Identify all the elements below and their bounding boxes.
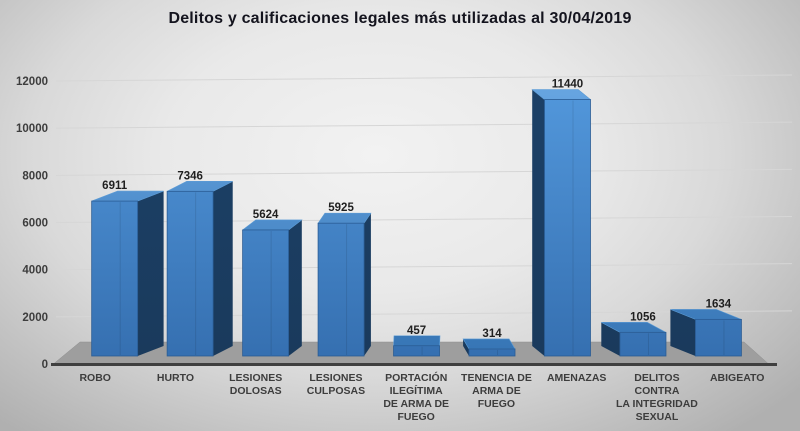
x-axis-category-label-amenazas: AMENAZAS bbox=[547, 372, 607, 384]
x-axis-category-label-portacion-ilegitima-de-arma-de-fuego: PORTACIÓN ILEGÍTIMA DE ARMA DE FUEGO bbox=[383, 371, 449, 423]
gridline-4000 bbox=[55, 263, 793, 271]
gridline-6000 bbox=[55, 216, 793, 223]
y-axis-tick-label-6000: 6000 bbox=[22, 218, 48, 230]
y-axis-tick-label-10000: 10000 bbox=[16, 123, 48, 135]
bar-lesiones-dolosas: 5624 bbox=[241, 209, 303, 357]
bar-abigeato: 1634 bbox=[670, 298, 742, 357]
bar-front-face bbox=[91, 200, 139, 357]
y-axis-tick-label-2000: 2000 bbox=[22, 312, 48, 324]
bar-front-face bbox=[393, 345, 440, 357]
bar-front-face bbox=[619, 331, 667, 357]
gridline-8000 bbox=[55, 168, 793, 176]
gridline-10000 bbox=[55, 121, 793, 129]
bar-amenazas: 11440 bbox=[531, 79, 592, 357]
bar-value-label: 1634 bbox=[706, 298, 732, 310]
bar-lesiones-culposas: 5925 bbox=[317, 202, 372, 357]
bar-side-face bbox=[364, 213, 371, 356]
bar-portacion-ilegitima-de-arma-de-fuego: 457 bbox=[393, 325, 441, 357]
y-axis-tick-label-4000: 4000 bbox=[22, 265, 48, 277]
bar-value-label: 11440 bbox=[552, 79, 583, 91]
bar-side-face bbox=[213, 181, 233, 356]
bar-front-face bbox=[317, 222, 365, 357]
bar-hurto: 7346 bbox=[166, 170, 233, 357]
bar-side-face bbox=[288, 219, 302, 356]
bar-value-label: 1056 bbox=[630, 311, 656, 323]
bar-value-label: 314 bbox=[482, 328, 502, 340]
x-axis-category-label-abigeato: ABIGEATO bbox=[710, 372, 764, 384]
bar-side-face bbox=[463, 338, 470, 356]
y-axis-tick-label-12000: 12000 bbox=[16, 76, 48, 88]
bar-front-face bbox=[695, 318, 742, 357]
bar-side-face bbox=[532, 89, 545, 356]
x-axis-category-label-robo: ROBO bbox=[79, 372, 111, 384]
bar-side-face bbox=[670, 309, 696, 356]
bar-value-label: 7346 bbox=[177, 170, 203, 182]
bar-side-face bbox=[137, 191, 164, 356]
bar-value-label: 5925 bbox=[328, 202, 354, 214]
x-axis-category-label-lesiones-culposas: LESIONES CULPOSAS bbox=[307, 372, 365, 397]
bar-value-label: 5624 bbox=[253, 209, 279, 221]
x-axis-category-label-lesiones-dolosas: LESIONES DOLOSAS bbox=[229, 372, 282, 397]
bar-tenencia-de-arma-de-fuego: 314 bbox=[462, 328, 516, 357]
bar-front-face bbox=[242, 229, 290, 357]
x-axis-category-label-delitos-contra-la-integridad-sexual: DELITOS CONTRA LA INTEGRIDAD SEXUAL bbox=[616, 372, 698, 423]
bar-top-face bbox=[462, 338, 516, 350]
gridline-12000 bbox=[55, 74, 793, 82]
chart-title: Delitos y calificaciones legales más uti… bbox=[168, 10, 632, 27]
bar-value-label: 457 bbox=[407, 325, 426, 337]
x-axis-category-label-tenencia-de-arma-de-fuego: TENENCIA DE ARMA DE FUEGO bbox=[461, 372, 532, 410]
bar-top-face bbox=[317, 212, 372, 224]
x-axis-category-label-hurto: HURTO bbox=[157, 372, 194, 384]
bar-front-face bbox=[544, 99, 591, 357]
bar-robo: 6911 bbox=[91, 180, 164, 357]
bar-top-face bbox=[393, 335, 441, 347]
bar-value-label: 6911 bbox=[102, 180, 128, 192]
y-axis-tick-label-8000: 8000 bbox=[22, 170, 48, 182]
bar-delitos-contra-la-integridad-sexual: 1056 bbox=[601, 311, 667, 357]
bar-front-face bbox=[468, 348, 516, 357]
y-axis-tick-label-0: 0 bbox=[42, 359, 48, 371]
bar-front-face bbox=[166, 190, 214, 357]
bar-side-face bbox=[601, 322, 620, 356]
